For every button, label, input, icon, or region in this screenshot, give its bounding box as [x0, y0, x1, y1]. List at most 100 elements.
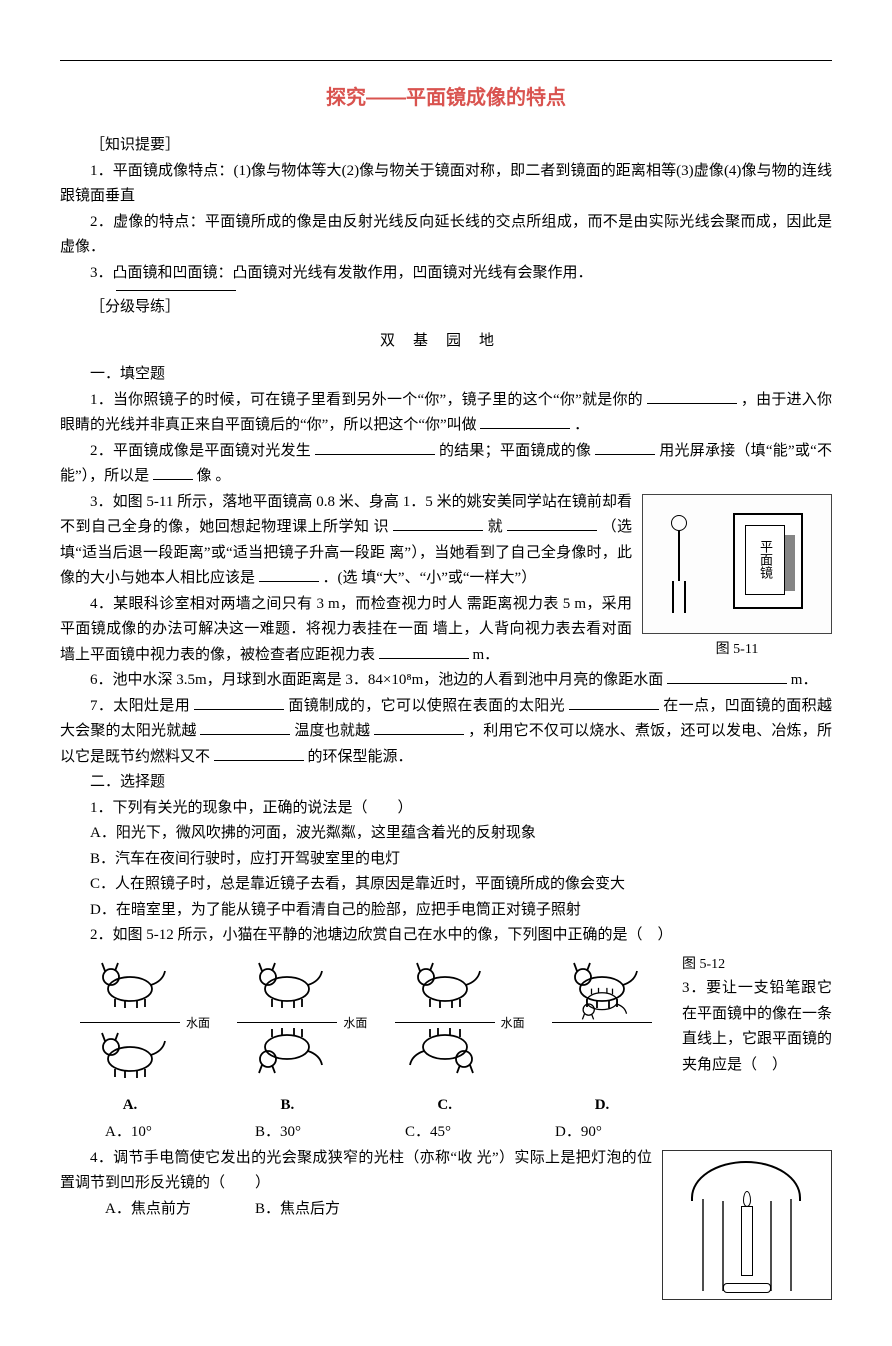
q4-opt-a: A．焦点前方 [105, 1197, 215, 1223]
blank [194, 694, 284, 710]
candle-icon [741, 1206, 753, 1276]
t: m． [791, 672, 818, 688]
cat-reflection-icon [570, 986, 633, 1025]
blank [569, 694, 659, 710]
cat-options: 水面 A. 水面 [60, 949, 672, 1121]
mirror-diagram: 平面镜 [642, 494, 832, 634]
person-icon [669, 515, 689, 625]
fill-q2: 2．平面镜成像是平面镜对光发生 的结果；平面镜成的像 用光屏承接（填“能”或“不… [60, 439, 832, 490]
cat-reflection-icon [400, 1025, 490, 1081]
water-line: 水面 [80, 1022, 180, 1023]
option-letter: B. [227, 1093, 347, 1119]
cat-option-a: 水面 A. [70, 955, 190, 1119]
fill-q2-a: 2．平面镜成像是平面镜对光发生 [90, 443, 311, 459]
cats-figure-row: 图 5-12 3．要让一支铅笔跟它在平面镜中的像在一条直线上，它跟平面镜的夹角应… [60, 949, 832, 1121]
figure-5-11: 平面镜 图 5-11 [642, 494, 832, 662]
blank [315, 439, 435, 455]
choice-q3-text: 3．要让一支铅笔跟它在平面镜中的像在一条直线上，它跟平面镜的夹角应是（ ） [682, 976, 832, 1078]
water-label: 水面 [343, 1013, 367, 1033]
cat-reflection-icon [85, 1025, 175, 1081]
t: 4．某眼科诊室相对两墙之间只有 3 m，而检查视力时人 [90, 596, 463, 612]
choice-q2: 2．如图 5-12 所示，小猫在平静的池塘边欣赏自己在水中的像，下列图中正确的是… [60, 923, 832, 949]
fill-q1-c: ． [574, 417, 589, 433]
leveled-heading: ［分级导练］ [60, 295, 832, 321]
blank [647, 388, 737, 404]
blank [480, 413, 570, 429]
water-line: 水面 [237, 1022, 337, 1023]
q3-opt-d: D．90° [555, 1120, 665, 1146]
fill-heading: 一．填空题 [60, 362, 832, 388]
cat-icon [400, 955, 490, 1011]
q3-q4-block: 平面镜 图 5-11 3．如图 5-11 所示，落地平面镜高 0.8 米、身高 … [60, 490, 832, 669]
water-label: 水面 [501, 1013, 525, 1033]
knowledge-item-3: 3．凸面镜和凹面镜：凸面镜对光线有发散作用，凹面镜对光线有会聚作用． [60, 261, 832, 287]
fill-q2-d: 像 。 [197, 468, 231, 484]
blank [200, 719, 290, 735]
mirror-label: 平面镜 [745, 525, 785, 595]
t: 3．如图 5-11 所示，落地平面镜高 0.8 米、身高 1．5 [90, 494, 433, 510]
horizontal-rule [60, 60, 832, 61]
blank [667, 668, 787, 684]
t: ．(选 [323, 570, 358, 586]
candle-base-icon [723, 1283, 771, 1293]
t: 6．池中水深 3.5m，月球到水面距离是 3．84×10⁸m，池边的人看到池中月… [90, 672, 663, 688]
t: m． [473, 647, 500, 663]
fill-q1-a: 1．当你照镜子的时候，可在镜子里看到另外一个“你”，镜子里的这个“你”就是你的 [90, 392, 643, 408]
t: 识 [374, 519, 389, 535]
knowledge-item-1: 1．平面镜成像特点：(1)像与物体等大(2)像与物关于镜面对称，即二者到镜面的距… [60, 159, 832, 210]
t: 7．太阳灶是用 [90, 698, 190, 714]
choice-heading: 二．选择题 [60, 770, 832, 796]
option-letter: D. [542, 1093, 662, 1119]
cat-icon [242, 955, 332, 1011]
choice-q1-C: C．人在照镜子时，总是靠近镜子去看，其原因是靠近时，平面镜所成的像会变大 [60, 872, 832, 898]
fill-q6: 6．池中水深 3.5m，月球到水面距离是 3．84×10⁸m，池边的人看到池中月… [60, 668, 832, 694]
mirror-icon: 平面镜 [733, 513, 803, 609]
t: 面镜制成的，它可以使照在表面的太阳光 [288, 698, 565, 714]
t: 的环保型能源． [308, 749, 413, 765]
sub-heading: 双基园地 [60, 329, 832, 355]
q2-q3-side: 图 5-12 3．要让一支铅笔跟它在平面镜中的像在一条直线上，它跟平面镜的夹角应… [682, 953, 832, 1079]
water-line: 水面 [395, 1022, 495, 1023]
option-letter: C. [385, 1093, 505, 1119]
fill-q2-b: 的结果；平面镜成的像 [439, 443, 591, 459]
page-title: 探究——平面镜成像的特点 [60, 81, 832, 115]
blank [595, 439, 655, 455]
q3-opt-a: A．10° [105, 1120, 215, 1146]
q4-opt-b: B．焦点后方 [255, 1197, 365, 1223]
blank [259, 566, 319, 582]
t: 4．调节手电筒使它发出的光会聚成狭窄的光柱（亦称“收 [90, 1150, 473, 1166]
t: 就 [488, 519, 503, 535]
knowledge-item-2: 2．虚像的特点：平面镜所成的像是由反射光线反向延长线的交点所组成，而不是由实际光… [60, 210, 832, 261]
blank [214, 745, 304, 761]
option-letter: A. [70, 1093, 190, 1119]
blank [507, 515, 597, 531]
figure-caption: 图 5-11 [642, 638, 832, 662]
cat-option-b: 水面 B. [227, 955, 347, 1119]
q3-opt-c: C．45° [405, 1120, 515, 1146]
blank [374, 719, 464, 735]
fill-q7: 7．太阳灶是用 面镜制成的，它可以使照在表面的太阳光 在一点，凹面镜的面积越大会… [60, 694, 832, 771]
t: 温度也就越 [294, 723, 370, 739]
q3-opt-b: B．30° [255, 1120, 365, 1146]
fig-caption-512: 图 5-12 [682, 953, 832, 977]
flame-icon [743, 1191, 751, 1207]
flashlight-figure [662, 1150, 832, 1300]
cat-reflection-icon [242, 1025, 332, 1081]
knowledge-heading: ［知识提要］ [60, 133, 832, 159]
t: 填“大”、“小”或“一样大”） [361, 570, 536, 586]
blank [153, 464, 193, 480]
choice-q4-options: A．焦点前方 B．焦点后方 [60, 1197, 652, 1223]
water-label: 水面 [186, 1013, 210, 1033]
blank [379, 643, 469, 659]
short-rule [116, 290, 236, 291]
cat-option-d: D. [542, 955, 662, 1119]
choice-q4-block: 4．调节手电筒使它发出的光会聚成狭窄的光柱（亦称“收 光”）实际上是把灯泡的位置… [60, 1146, 832, 1306]
choice-q3-options: A．10° B．30° C．45° D．90° [60, 1120, 832, 1146]
choice-q1-B: B．汽车在夜间行驶时，应打开驾驶室里的电灯 [60, 847, 832, 873]
choice-q1-A: A．阳光下，微风吹拂的河面，波光粼粼，这里蕴含着光的反射现象 [60, 821, 832, 847]
choice-q1-D: D．在暗室里，为了能从镜子中看清自己的脸部，应把手电筒正对镜子照射 [60, 898, 832, 924]
cat-icon [85, 955, 175, 1011]
blank [393, 515, 483, 531]
choice-q1: 1．下列有关光的现象中，正确的说法是（ ） [60, 796, 832, 822]
fill-q1: 1．当你照镜子的时候，可在镜子里看到另外一个“你”，镜子里的这个“你”就是你的 … [60, 388, 832, 439]
